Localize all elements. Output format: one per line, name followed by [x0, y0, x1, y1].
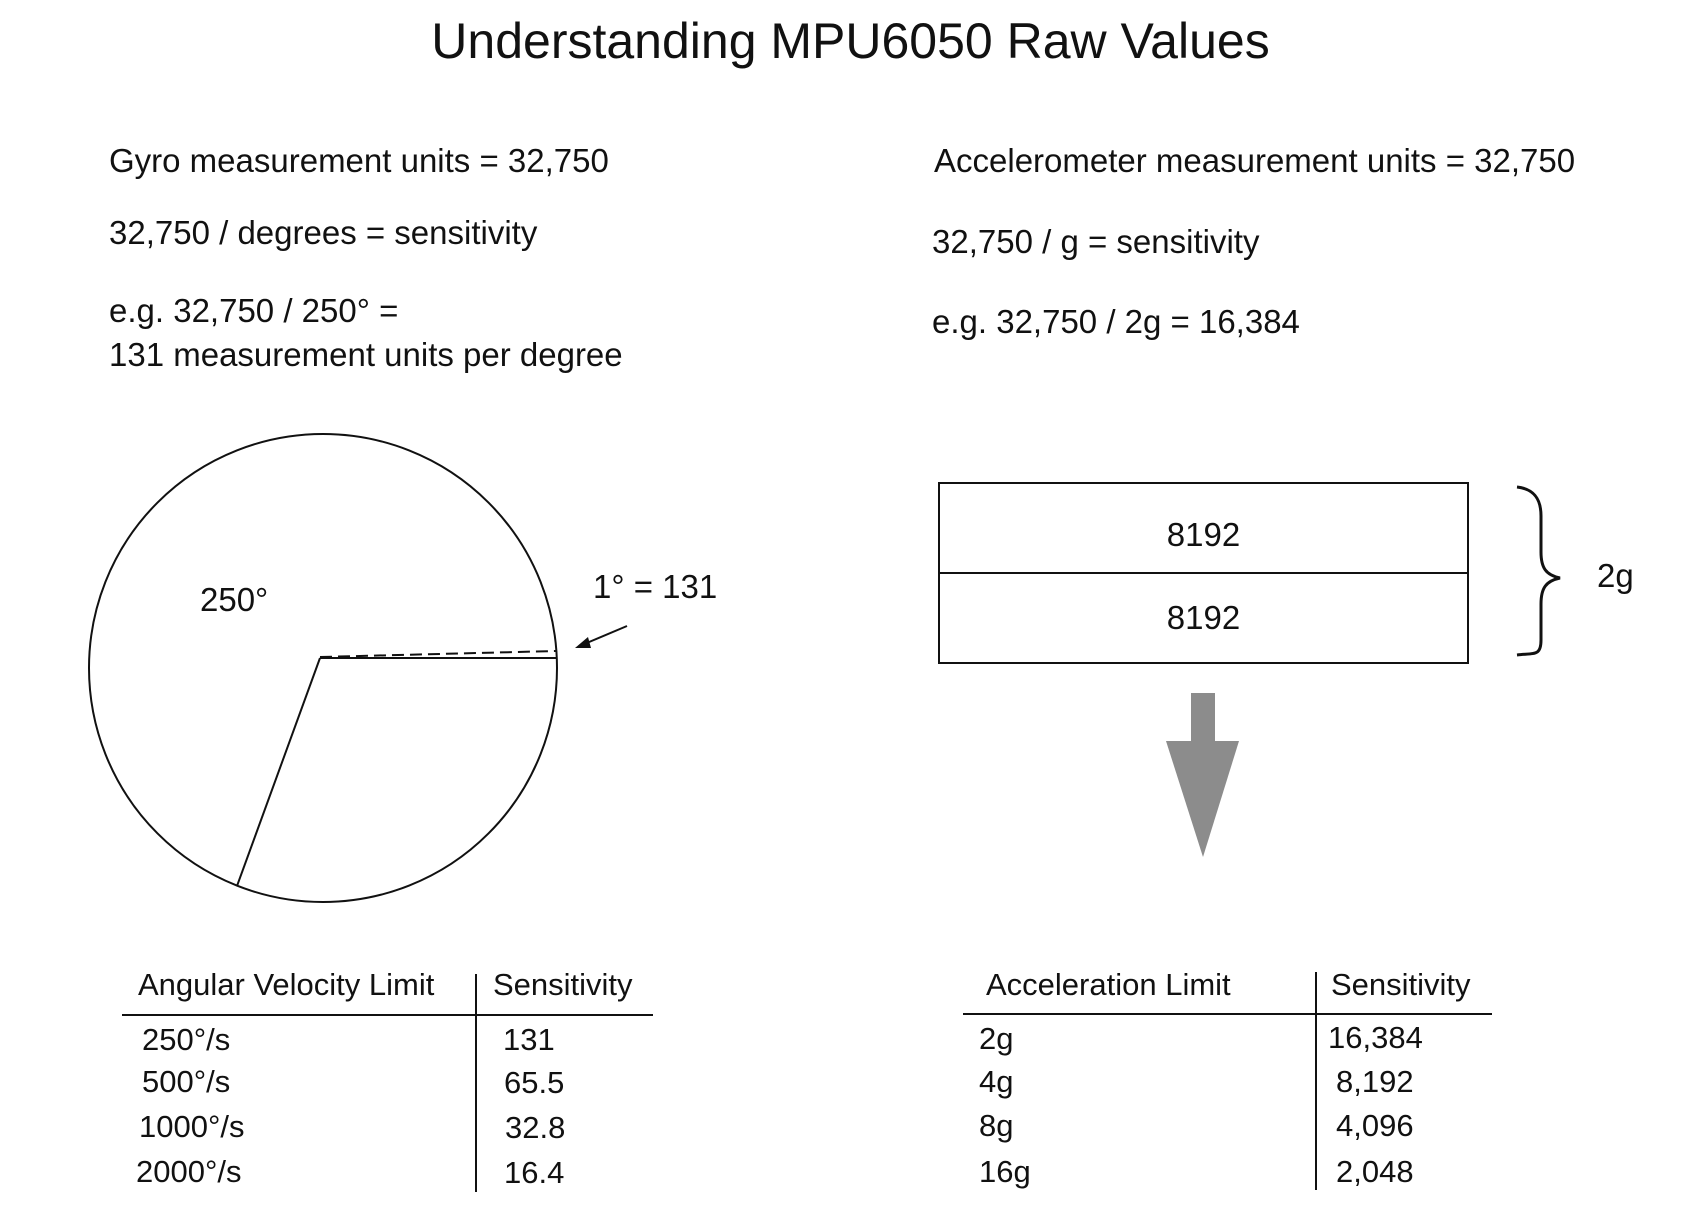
gyro-table-cell: 1000°/s [139, 1109, 244, 1145]
gyro-table-cell: 250°/s [142, 1022, 230, 1058]
gyro-pie-circle [89, 434, 557, 902]
accel-table-cell: 4,096 [1336, 1108, 1414, 1144]
gyro-table-cell: 16.4 [504, 1155, 564, 1191]
slice-pointer-arrowhead [575, 637, 591, 648]
accel-table-cell: 2,048 [1336, 1154, 1414, 1190]
gyro-pie-label: 250° [200, 581, 268, 619]
accel-down-arrow-shaft [1191, 693, 1215, 743]
accel-table-cell: 16,384 [1328, 1020, 1423, 1056]
gyro-table-header-sensitivity: Sensitivity [493, 967, 633, 1003]
accel-table-cell: 8,192 [1336, 1064, 1414, 1100]
accel-table-cell: 2g [979, 1021, 1013, 1057]
accel-table-header-limit: Acceleration Limit [986, 967, 1231, 1003]
gyro-table-header-limit: Angular Velocity Limit [138, 967, 434, 1003]
accel-brace-label: 2g [1597, 557, 1634, 595]
gyro-pie-radius-end [237, 658, 320, 886]
accel-table-cell: 4g [979, 1064, 1013, 1100]
gyro-table-cell: 500°/s [142, 1064, 230, 1100]
accel-brace [1517, 487, 1560, 655]
accel-box-top-value: 8192 [939, 516, 1468, 554]
accel-table-header-sensitivity: Sensitivity [1331, 967, 1471, 1003]
gyro-one-degree-dashed-line [320, 651, 556, 657]
accel-box-bottom-value: 8192 [939, 599, 1468, 637]
gyro-slice-label: 1° = 131 [593, 568, 717, 606]
gyro-table-cell: 32.8 [505, 1110, 565, 1146]
gyro-table-cell: 131 [503, 1022, 555, 1058]
gyro-table-cell: 2000°/s [136, 1154, 241, 1190]
accel-table-cell: 16g [979, 1154, 1031, 1190]
accel-table-cell: 8g [979, 1108, 1013, 1144]
gyro-table-cell: 65.5 [504, 1065, 564, 1101]
accel-down-arrow-head [1166, 741, 1239, 857]
